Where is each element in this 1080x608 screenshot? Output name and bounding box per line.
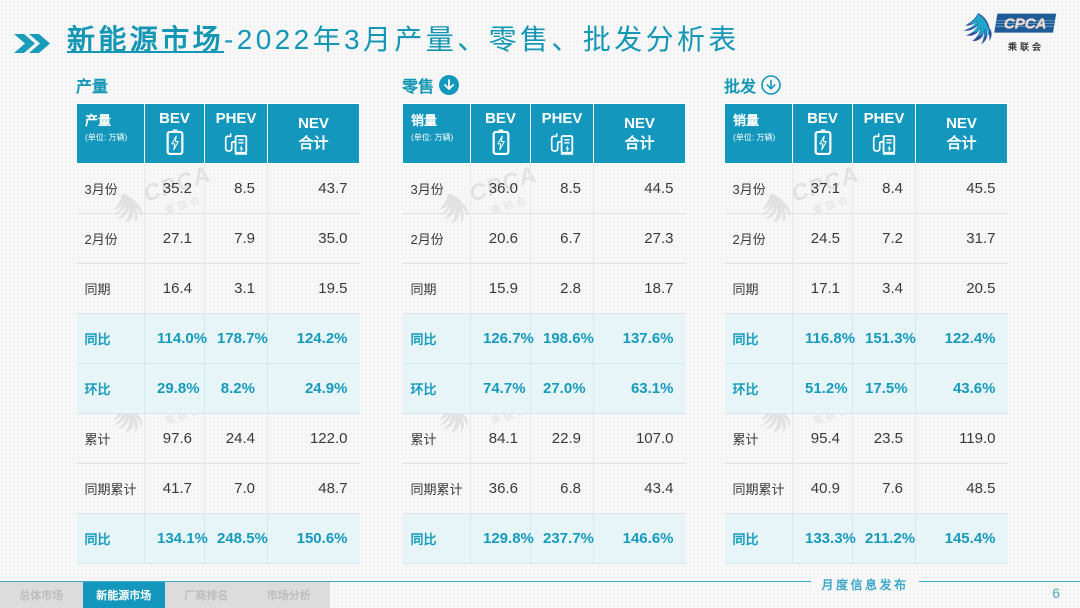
svg-text:CPCA: CPCA — [1004, 16, 1047, 33]
